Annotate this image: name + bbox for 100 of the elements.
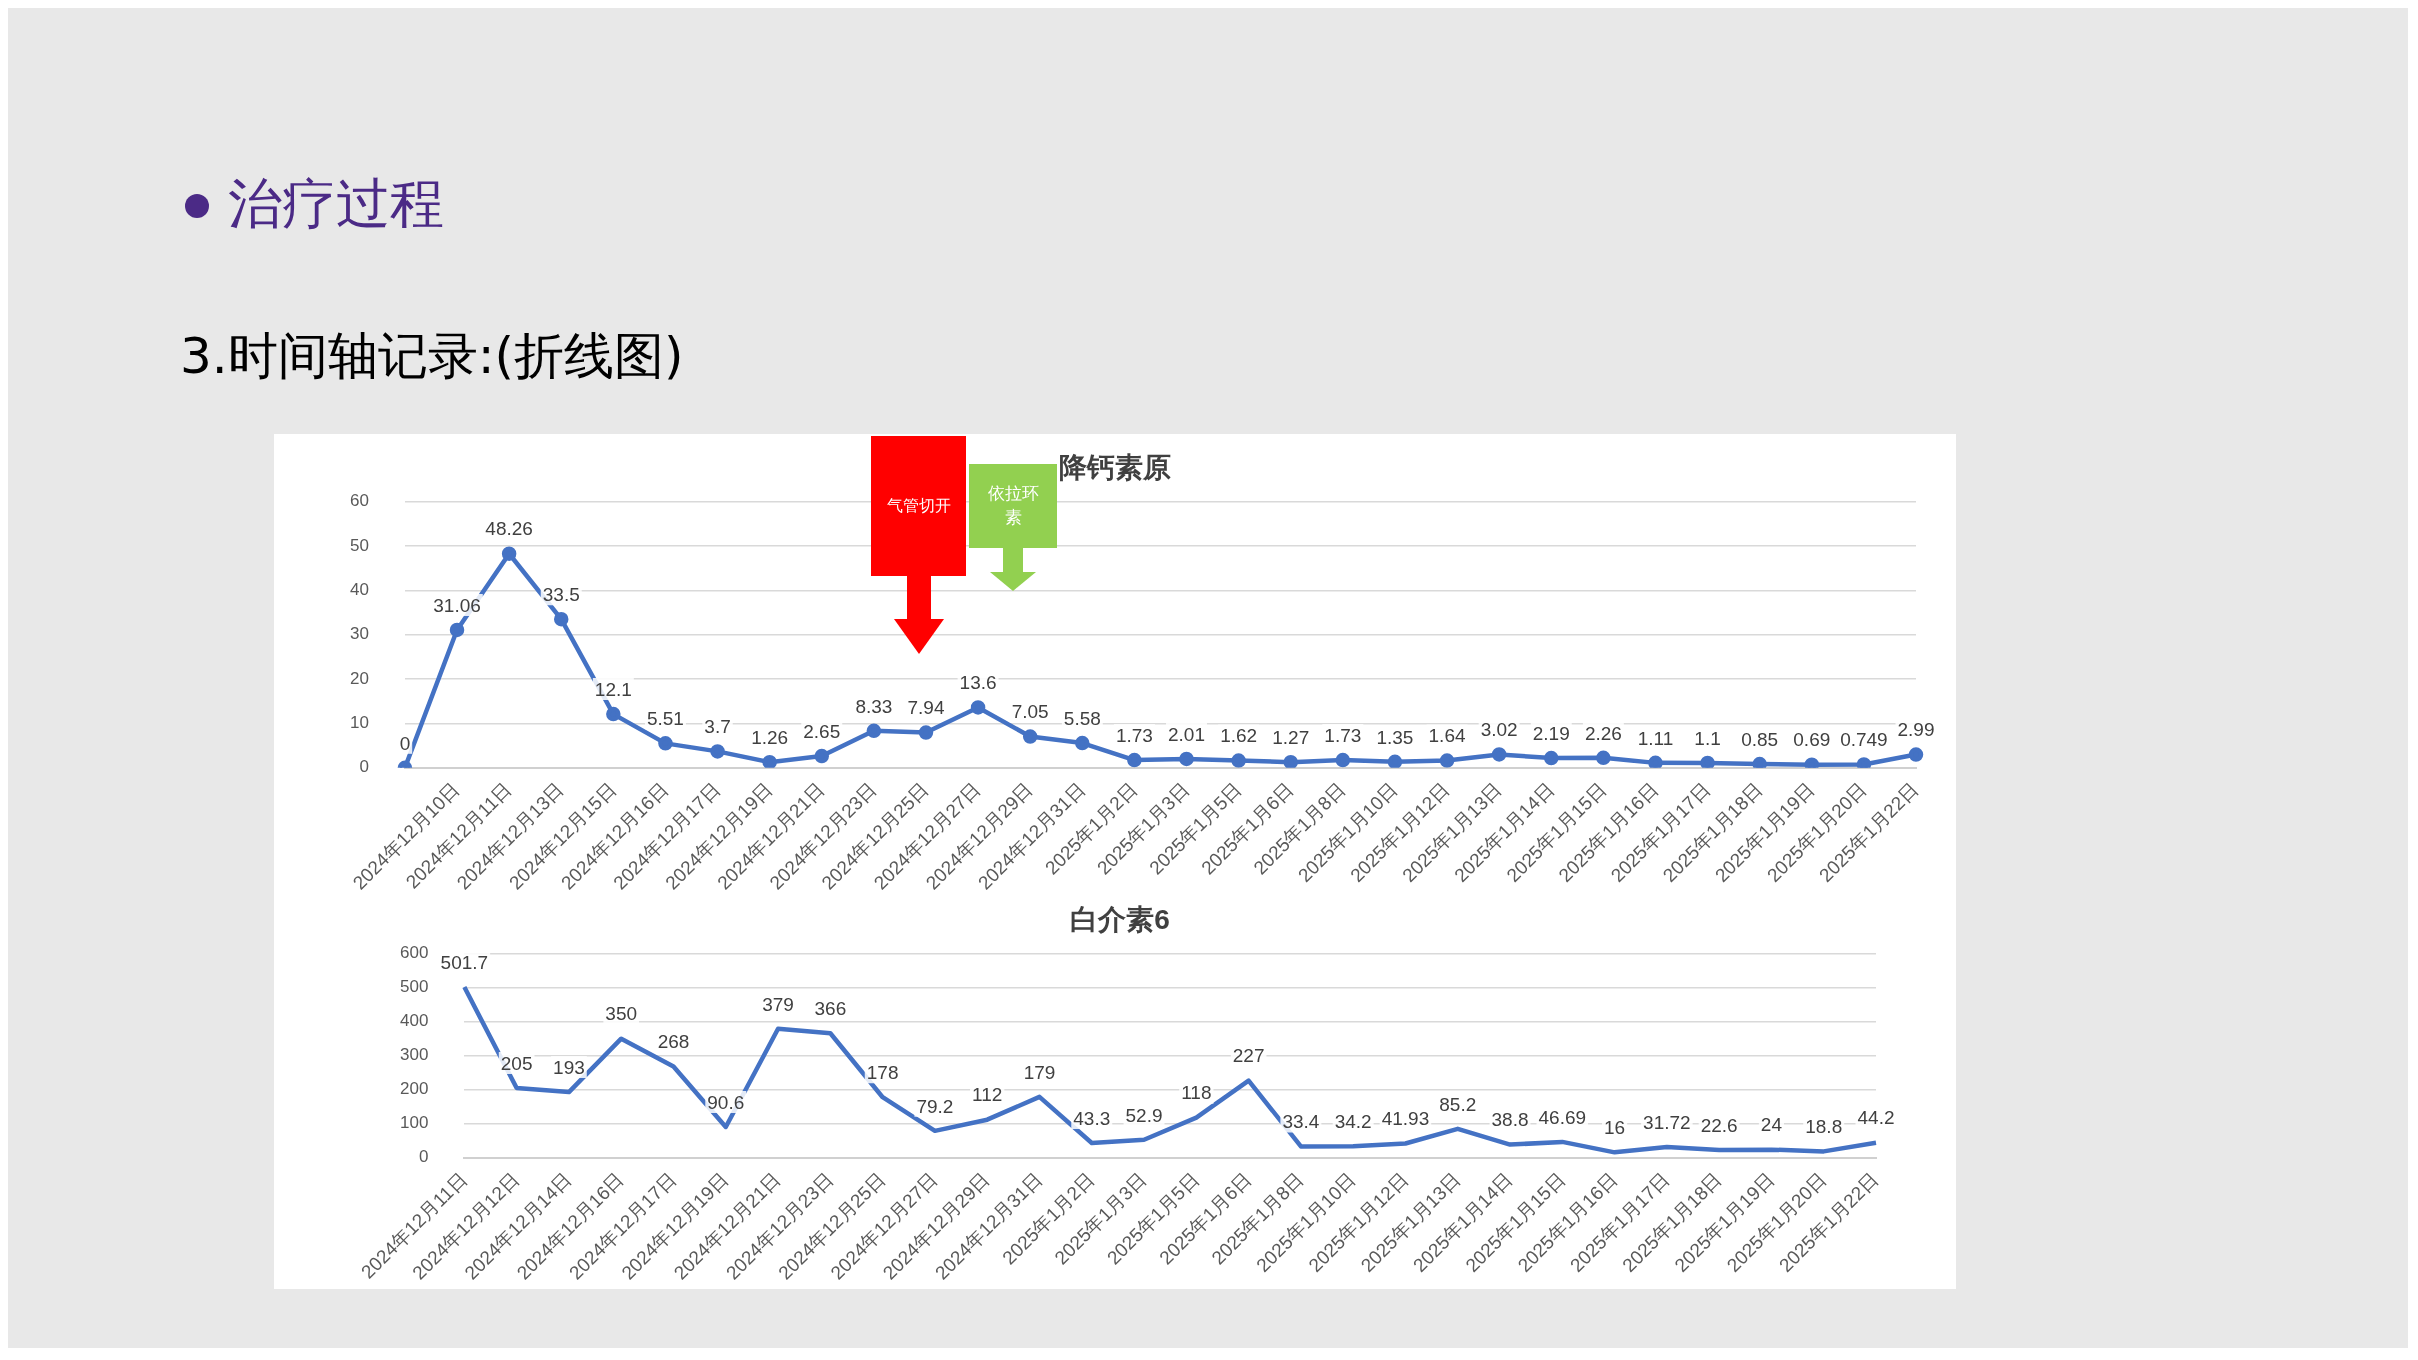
point [658,736,673,751]
data-label: 2.01 [1168,723,1205,745]
point [1439,753,1455,768]
point [449,622,465,638]
data-label: 7.94 [907,697,945,719]
data-label: 1.26 [751,726,789,748]
data-label: 1.73 [1115,724,1153,746]
data-label: 31.72 [1643,1111,1691,1133]
data-label: 501.7 [440,951,489,973]
data-label: 350 [605,1003,638,1025]
point [501,546,517,561]
point [606,706,621,722]
data-label: 85.2 [1439,1093,1477,1115]
data-label: 52.9 [1125,1104,1163,1126]
data-label: 34.2 [1334,1110,1372,1132]
data-label: 205 [500,1052,533,1074]
data-label: 79.2 [916,1095,954,1117]
data-label: 268 [657,1031,690,1053]
data-label: 1.11 [1637,727,1674,749]
point [1127,752,1142,768]
data-label: 5.58 [1063,707,1101,729]
data-label: 1.73 [1324,724,1362,746]
data-label: 2.26 [1584,722,1622,744]
data-label: 8.33 [855,695,893,717]
y-tick-label: 30 [349,624,369,644]
data-label: 7.05 [1011,701,1049,723]
data-label: 18.8 [1805,1116,1843,1138]
annotation: 气管切开 [871,436,966,576]
y-tick-label: 10 [349,713,369,733]
data-label: 1.35 [1376,726,1414,748]
y-tick-label: 100 [399,1113,429,1133]
data-label: 379 [762,993,794,1015]
data-label: 1.27 [1272,726,1310,748]
annotation: 依拉环素 [969,464,1057,548]
point [866,723,882,739]
data-label: 22.6 [1700,1114,1738,1136]
chart-title: 白介素6 [1070,903,1170,935]
data-label: 3.02 [1480,719,1518,741]
data-label: 1.1 [1694,727,1721,749]
point [918,725,934,740]
y-tick-label: 200 [399,1079,429,1099]
y-tick-label: 600 [399,943,429,963]
data-label: 227 [1232,1045,1265,1067]
data-label: 118 [1181,1082,1212,1104]
data-label: 24 [1760,1114,1783,1136]
data-label: 0.749 [1840,729,1888,751]
y-tick-label: 0 [359,757,369,777]
data-label: 1.62 [1220,725,1258,747]
point [1335,752,1351,768]
data-label: 33.5 [542,583,580,605]
y-tick-label: 60 [349,491,369,511]
point [1491,747,1507,762]
point [762,754,777,768]
data-label: 5.51 [646,708,684,730]
data-label: 1.64 [1428,725,1466,747]
y-tick-label: 500 [399,977,429,997]
point [1283,754,1298,768]
point [710,744,725,759]
data-label: 43.3 [1073,1107,1111,1129]
data-label: 178 [866,1061,899,1083]
data-label: 2.65 [803,720,841,742]
data-label: 193 [553,1056,585,1078]
point [1022,729,1038,744]
point [814,748,830,764]
data-label: 41.93 [1381,1108,1430,1130]
y-tick-label: 50 [349,535,369,555]
data-label: 31.06 [433,594,481,616]
data-label: 16 [1604,1117,1626,1139]
point [1075,735,1090,751]
point [1596,750,1611,766]
data-label: 12.1 [594,678,632,700]
text: 3.时间轴记录:(折线图) [180,326,684,387]
data-label: 48.26 [485,518,533,540]
y-tick-label: 20 [349,668,369,688]
data-label: 2.19 [1532,722,1570,744]
text: 治疗过程 [228,171,444,237]
data-label: 90.6 [707,1091,745,1113]
chart-title: 降钙素原 [1059,451,1171,483]
data-label: 33.4 [1282,1111,1320,1133]
data-label: 44.2 [1857,1107,1895,1129]
y-tick-label: 300 [399,1045,429,1065]
data-label: 46.69 [1538,1106,1587,1128]
data-label: 0.85 [1741,728,1779,750]
point [1231,753,1246,768]
y-tick-label: 0 [418,1147,429,1167]
point [1544,750,1559,766]
data-label: 112 [972,1084,1003,1106]
point [553,611,569,627]
point [1179,751,1194,767]
data-label: 38.8 [1491,1109,1529,1131]
data-label: 13.6 [959,672,997,694]
point [970,700,986,715]
point [1648,755,1663,768]
data-label: 2.99 [1897,719,1935,741]
y-tick-label: 400 [399,1011,429,1031]
point [1387,754,1403,768]
point [1908,747,1924,762]
data-label: 179 [1023,1061,1056,1083]
data-label: 0.69 [1793,729,1831,751]
point [1700,755,1715,768]
